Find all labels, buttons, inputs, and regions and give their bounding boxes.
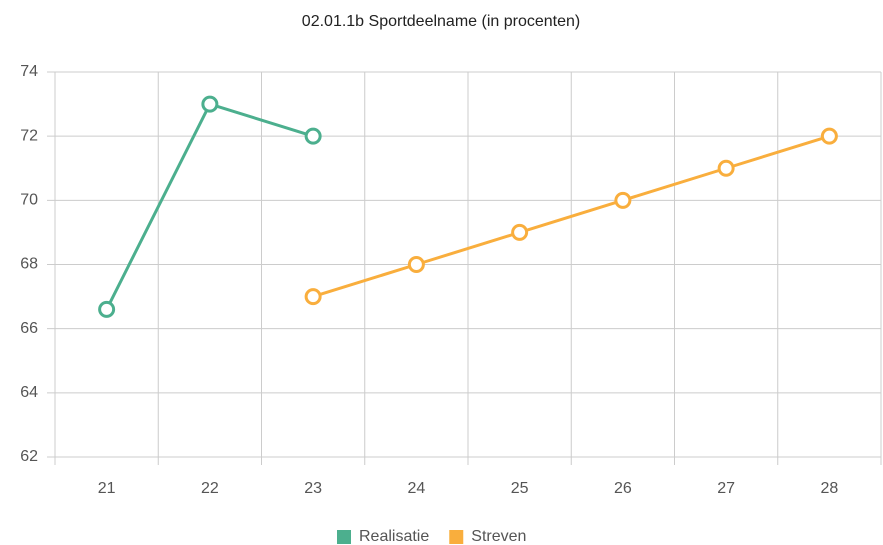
x-tick-label: 27	[717, 480, 735, 497]
x-tick-label: 24	[407, 480, 425, 497]
y-tick-label: 70	[20, 192, 38, 209]
x-tick-label: 22	[201, 480, 219, 497]
y-tick-label: 62	[20, 448, 38, 465]
x-tick-label: 25	[511, 480, 529, 497]
legend-label: Streven	[471, 528, 526, 545]
y-tick-label: 64	[20, 384, 38, 401]
y-tick-label: 74	[20, 63, 38, 80]
data-point	[304, 127, 322, 145]
y-tick-label: 68	[20, 256, 38, 273]
data-point	[717, 159, 735, 177]
x-tick-label: 23	[304, 480, 322, 497]
x-tick-label: 21	[98, 480, 116, 497]
y-tick-label: 72	[20, 127, 38, 144]
data-point	[407, 256, 425, 273]
x-tick-label: 26	[614, 480, 632, 497]
data-point	[511, 223, 529, 241]
legend-swatch	[449, 530, 464, 544]
data-point	[304, 288, 322, 306]
x-tick-label: 28	[820, 480, 838, 497]
legend-swatch	[337, 530, 351, 544]
y-tick-label: 66	[20, 320, 38, 337]
chart-title: 02.01.1b Sportdeelname (in procenten)	[302, 13, 580, 30]
data-point	[201, 95, 219, 113]
data-point	[614, 191, 632, 209]
series-line	[312, 134, 830, 299]
data-point	[820, 127, 838, 145]
series-line	[105, 102, 314, 311]
data-point	[98, 300, 116, 318]
legend-label: Realisatie	[359, 528, 429, 545]
